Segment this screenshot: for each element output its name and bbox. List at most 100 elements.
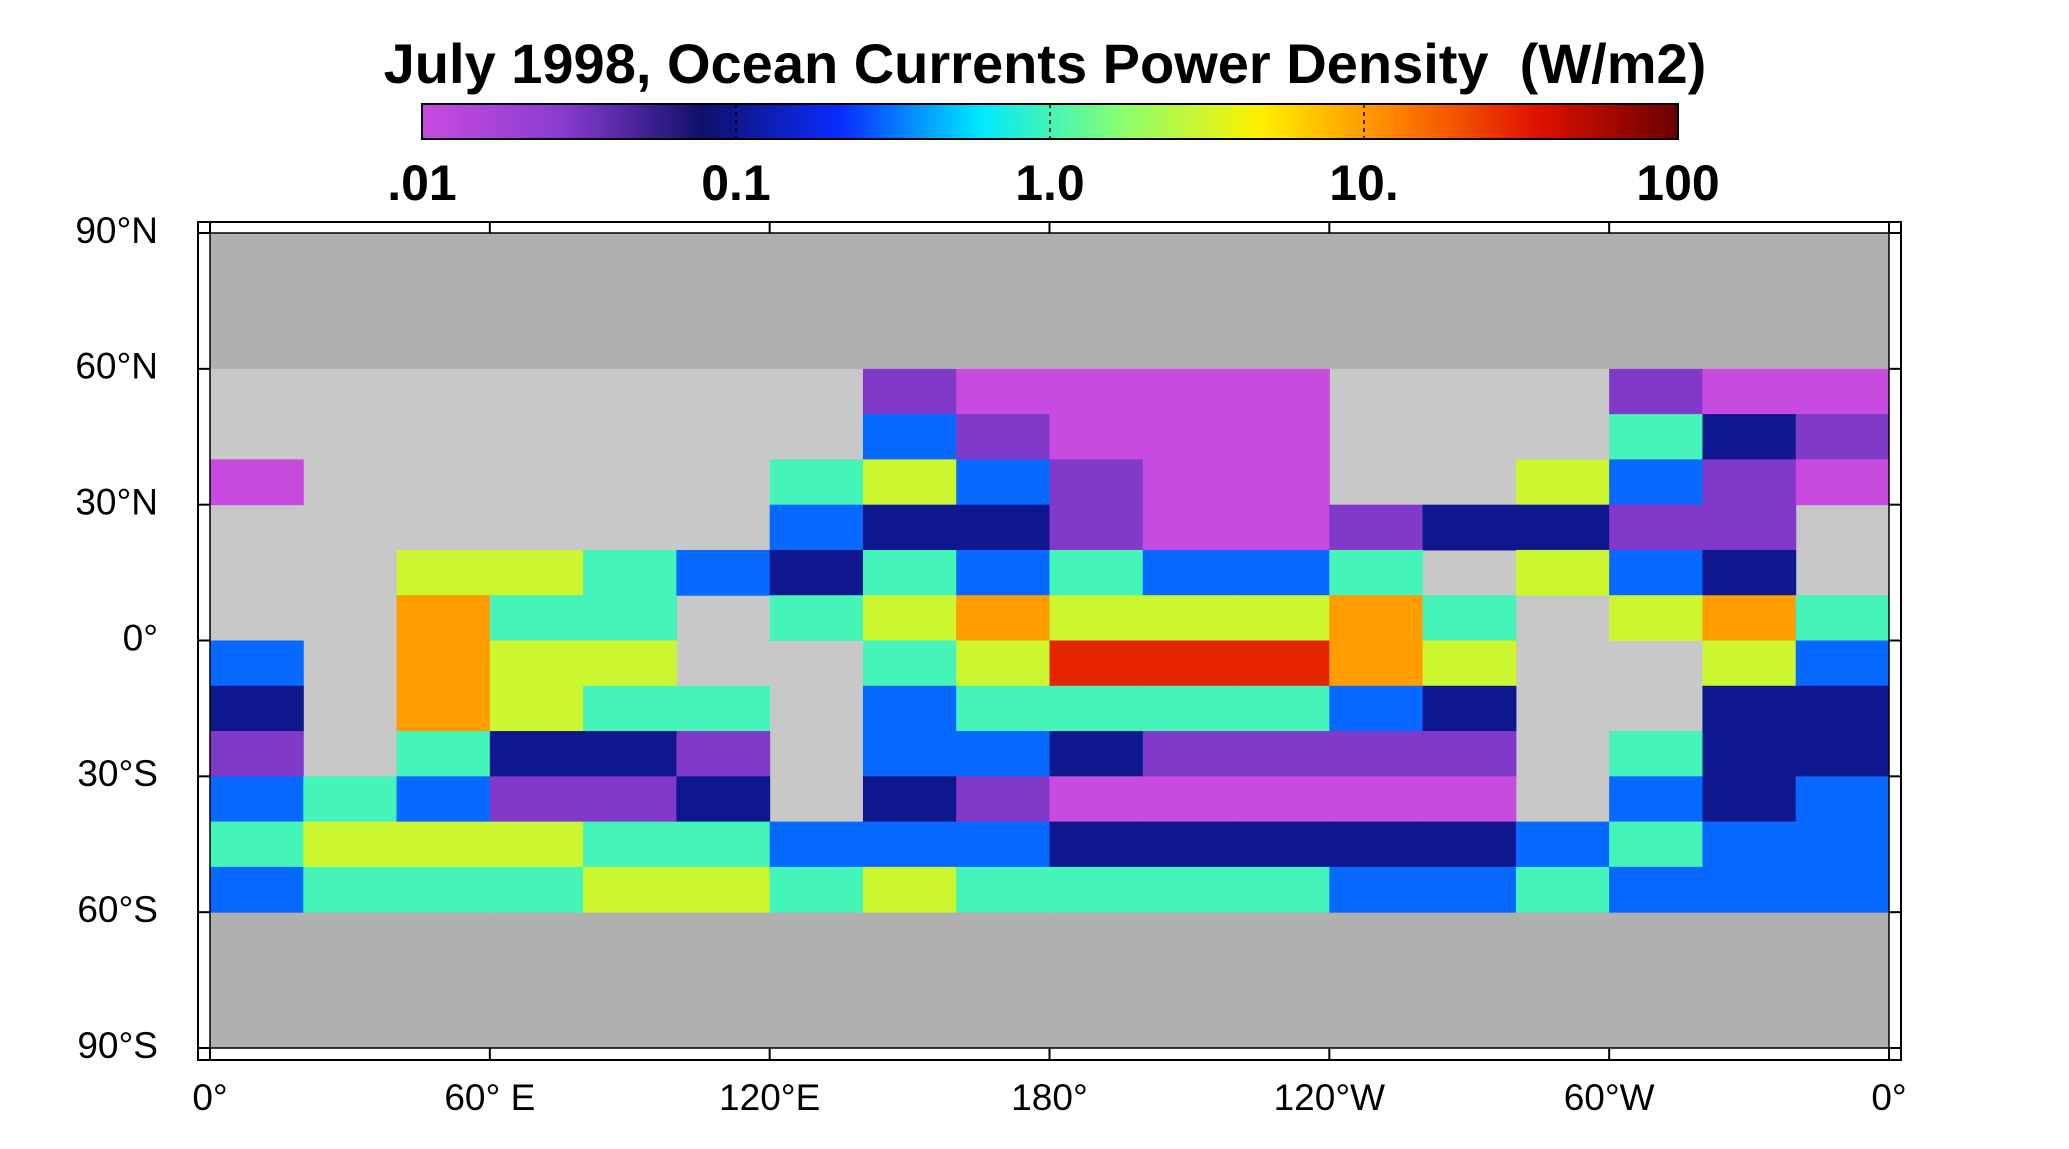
heatmap-cell xyxy=(1702,776,1797,823)
heatmap-cell xyxy=(1609,821,1703,868)
heatmap-cell xyxy=(769,595,864,641)
colorbar-tick-label: 10. xyxy=(1329,155,1399,211)
heatmap-cell xyxy=(489,866,584,913)
heatmap-cell xyxy=(1049,595,1144,641)
heatmap-cell xyxy=(1702,504,1797,551)
heatmap-cell xyxy=(1702,685,1797,732)
y-tick-label: 0° xyxy=(123,617,158,658)
heatmap-cell xyxy=(862,821,957,868)
heatmap-cell xyxy=(956,776,1050,823)
heatmap-cell xyxy=(1142,776,1237,823)
heatmap-cell xyxy=(1142,866,1237,913)
heatmap-cell xyxy=(1422,776,1517,823)
heatmap-cell xyxy=(862,640,957,687)
heatmap-cell xyxy=(396,776,491,823)
heatmap-cell xyxy=(210,776,304,823)
heatmap-cell xyxy=(583,685,677,732)
heatmap-cell xyxy=(1236,821,1330,868)
heatmap-cell xyxy=(1142,414,1237,460)
heatmap-cell xyxy=(1422,866,1517,913)
heatmap-cell xyxy=(769,866,864,913)
heatmap-cell xyxy=(1049,776,1144,823)
heatmap-cell xyxy=(1236,504,1330,551)
heatmap-cell xyxy=(956,368,1050,415)
heatmap-cell xyxy=(956,459,1050,506)
heatmap-cell xyxy=(1236,549,1330,596)
heatmap-cell xyxy=(1515,866,1610,913)
heatmap-cell xyxy=(210,731,304,777)
heatmap-cell xyxy=(583,731,677,777)
heatmap-cell xyxy=(769,549,864,596)
chart-title: July 1998, Ocean Currents Power Density … xyxy=(384,32,1707,95)
heatmap-cell xyxy=(583,549,677,596)
heatmap-cell xyxy=(1049,640,1144,687)
heatmap-cell xyxy=(1049,821,1144,868)
heatmap-cell xyxy=(1702,595,1797,641)
heatmap-cell xyxy=(676,731,771,777)
heatmap-cell xyxy=(489,731,584,777)
heatmap-cell xyxy=(1609,731,1703,777)
x-tick-label: 60° E xyxy=(444,1077,535,1118)
heatmap-cell xyxy=(1329,595,1424,641)
heatmap-cell xyxy=(1049,414,1144,460)
heatmap-cell xyxy=(1329,821,1424,868)
heatmap-cell xyxy=(1049,549,1144,596)
heatmap-cell xyxy=(1329,504,1424,551)
heatmap-cell xyxy=(396,821,491,868)
heatmap-cell xyxy=(1236,685,1330,732)
heatmap-cell xyxy=(583,866,677,913)
x-tick-label: 0° xyxy=(192,1077,227,1118)
y-tick-label: 60°S xyxy=(77,889,158,930)
heatmap-cell xyxy=(396,549,491,596)
heatmap-cell xyxy=(396,595,491,641)
heatmap-cell xyxy=(210,821,304,868)
heatmap-cell xyxy=(1049,459,1144,506)
colorbar-tick-label: 1.0 xyxy=(1015,155,1085,211)
x-tick-label: 180° xyxy=(1011,1077,1088,1118)
x-tick-label: 60°W xyxy=(1564,1077,1655,1118)
colorbar-tick-label: 100 xyxy=(1636,155,1719,211)
heatmap-cell xyxy=(862,459,957,506)
heatmap-cell xyxy=(1142,731,1237,777)
heatmap-cell xyxy=(862,685,957,732)
heatmap-cell xyxy=(1422,640,1517,687)
heatmap-cell xyxy=(1422,504,1517,551)
heatmap-cell xyxy=(676,821,771,868)
heatmap-cell xyxy=(956,640,1050,687)
heatmap-cell xyxy=(1515,821,1610,868)
heatmap-cell xyxy=(1422,595,1517,641)
heatmap-cell xyxy=(956,414,1050,460)
heatmap-cell xyxy=(396,866,491,913)
heatmap-cell xyxy=(956,821,1050,868)
heatmap-cell xyxy=(1795,685,1890,732)
heatmap-cell xyxy=(862,731,957,777)
heatmap-cell xyxy=(956,595,1050,641)
heatmap-cell xyxy=(1049,731,1144,777)
heatmap-cell xyxy=(1236,731,1330,777)
heatmap-cell xyxy=(676,866,771,913)
heatmap-cell xyxy=(489,685,584,732)
heatmap-cell xyxy=(676,549,771,596)
heatmap-cell xyxy=(862,368,957,415)
heatmap-cell xyxy=(1142,368,1237,415)
heatmap-cell xyxy=(862,414,957,460)
heatmap-cell xyxy=(583,776,677,823)
heatmap-cell xyxy=(1609,414,1703,460)
heatmap-cell xyxy=(1795,368,1890,415)
heatmap-cell xyxy=(1142,821,1237,868)
heatmap-cell xyxy=(1329,685,1424,732)
heatmap-cell xyxy=(1049,866,1144,913)
heatmap-cell xyxy=(1795,866,1890,913)
heatmap-cell xyxy=(676,776,771,823)
heatmap-cell xyxy=(1236,640,1330,687)
heatmap-cell xyxy=(1609,595,1703,641)
heatmap-cell xyxy=(1422,731,1517,777)
heatmap-cell xyxy=(1049,504,1144,551)
heatmap-cell xyxy=(210,685,304,732)
heatmap-cell xyxy=(1236,776,1330,823)
heatmap-cell xyxy=(1329,549,1424,596)
heatmap-cell xyxy=(1329,640,1424,687)
heatmap-cell xyxy=(1515,504,1610,551)
heatmap-cell xyxy=(1142,595,1237,641)
heatmap-cell xyxy=(1329,731,1424,777)
